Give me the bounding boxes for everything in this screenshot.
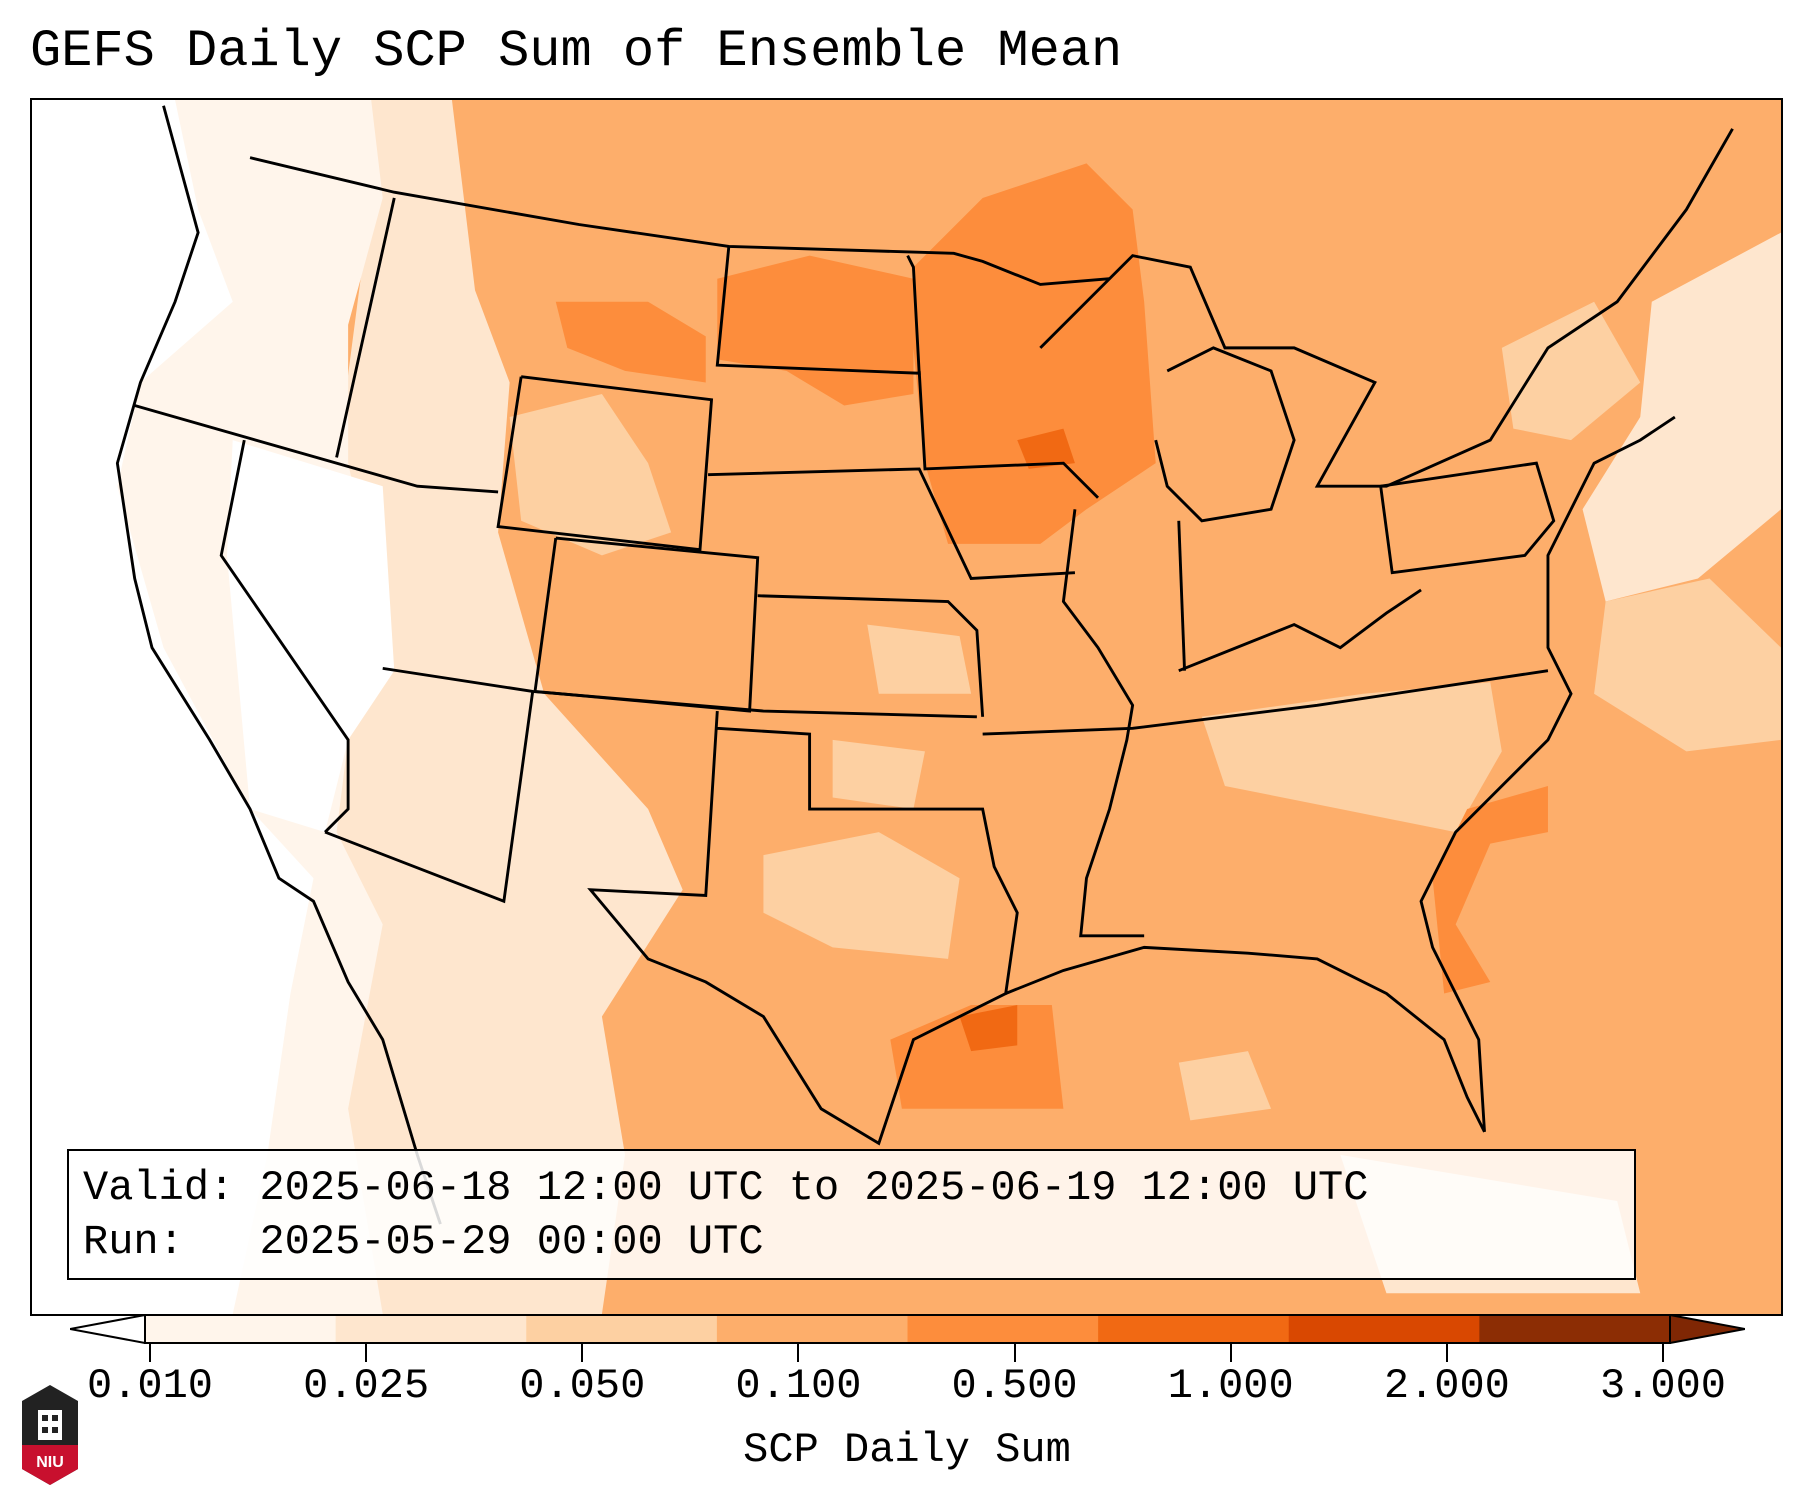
colorbar-tick-label: 1.000: [1167, 1362, 1294, 1410]
colorbar-segment: [1098, 1315, 1290, 1343]
us-canada-border: [249, 156, 1110, 286]
colorbar-tick-label: 2.000: [1383, 1362, 1510, 1410]
colorbar: [70, 1314, 1745, 1344]
colorbar-under-arrow: [70, 1314, 146, 1344]
field-patch-northeast: [1501, 301, 1641, 441]
colorbar-tick-label: 0.010: [86, 1362, 214, 1410]
field-patch-kansas: [867, 624, 972, 694]
run-label: Run:: [83, 1218, 184, 1266]
colorbar-segment: [907, 1315, 1099, 1343]
colorbar-tick-label: 0.500: [951, 1362, 1078, 1410]
scp-map: [32, 100, 1781, 1314]
texas: [587, 710, 1019, 1146]
state-borders: [115, 105, 1734, 1225]
field-dark-montana: [555, 301, 706, 383]
wyoming: [496, 375, 714, 552]
colorbar-tick: [365, 1342, 368, 1362]
field-patch-atlantic: [1582, 232, 1781, 602]
colorbar-tick: [149, 1342, 151, 1362]
colorbar-tick: [1013, 1342, 1016, 1362]
az-nm: [324, 691, 535, 904]
colorbar-tick-label: 0.025: [303, 1362, 430, 1410]
map-panel: [30, 98, 1783, 1316]
indiana-il: [1177, 520, 1186, 671]
colorbar-tick: [1229, 1342, 1232, 1362]
colorbar-frame: [144, 1314, 1671, 1344]
field-patch-southeast: [1201, 682, 1502, 833]
colorbar-tick: [797, 1342, 800, 1362]
svg-text:NIU: NIU: [36, 1454, 64, 1471]
colorbar-segment: [716, 1315, 908, 1343]
tn-nc: [982, 669, 1549, 736]
idaho-west: [335, 197, 396, 458]
colorbar-segment: [335, 1315, 527, 1343]
colorbar-segment: [1479, 1315, 1671, 1343]
mississippi-river: [1061, 509, 1145, 938]
valid-time-box: Valid: 2025-06-18 12:00 UTC to 2025-06-1…: [67, 1149, 1636, 1280]
field-light-west: [301, 100, 683, 1314]
west-coast: [115, 105, 442, 1225]
colorbar-segment: [526, 1315, 718, 1343]
field-patch-texas: [763, 832, 960, 959]
valid-label: Valid:: [83, 1164, 235, 1212]
colorbar-tick-label: 0.100: [735, 1362, 862, 1410]
colorbar-segment: [1288, 1315, 1480, 1343]
niu-logo: NIU: [22, 1385, 78, 1485]
nevada-border: [219, 439, 350, 834]
valid-value: 2025-06-18 12:00 UTC to 2025-06-19 12:00…: [259, 1164, 1369, 1212]
field-dark-dakotas: [717, 255, 914, 406]
field-patch-gulf: [1178, 1051, 1272, 1121]
colorbar-tick: [1445, 1342, 1448, 1362]
colorbar-tick: [1662, 1342, 1664, 1362]
florida-atlantic: [1419, 415, 1676, 1132]
oregon-nevada: [134, 404, 499, 494]
field-darker-texas: [959, 1005, 1018, 1052]
michigan: [1154, 346, 1296, 523]
colorbar-over-arrow: [1669, 1314, 1745, 1344]
run-value: 2025-05-29 00:00 UTC: [259, 1218, 764, 1266]
colorbar-tick-label: 3.000: [1599, 1362, 1727, 1410]
field-patch-oklahoma: [832, 739, 925, 810]
ohio-river: [1178, 588, 1422, 673]
colorbar-tick-label: 0.050: [519, 1362, 646, 1410]
colorado: [533, 536, 760, 713]
colorbar-label: SCP Daily Sum: [743, 1426, 1071, 1474]
gulf-coast: [1005, 945, 1486, 1133]
mn-iowa: [917, 370, 1100, 499]
field-white-pacific: [32, 100, 314, 1314]
sd-ne: [708, 467, 1076, 580]
field-darker-wisconsin: [1017, 428, 1075, 469]
great-lakes: [1039, 128, 1734, 488]
field-patch-wyoming: [509, 393, 672, 556]
chart-title: GEFS Daily SCP Sum of Ensemble Mean: [30, 22, 1123, 81]
field-patch-atlantic-2: [1594, 578, 1781, 752]
colorbar-segment: [145, 1315, 337, 1343]
kansas: [757, 594, 985, 717]
colorbar-tick: [581, 1342, 584, 1362]
pennsylvania: [1379, 461, 1556, 575]
field-white-nevada: [226, 440, 395, 833]
